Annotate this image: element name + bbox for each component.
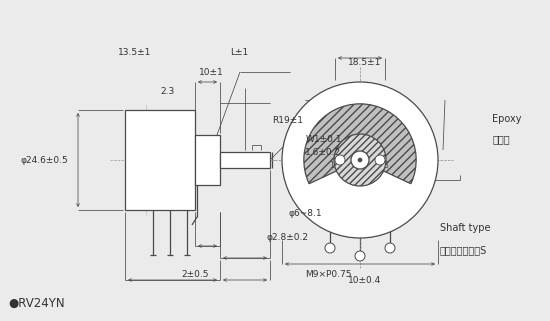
Circle shape	[355, 251, 365, 261]
Text: L±1: L±1	[230, 48, 249, 57]
Text: ●RV24YN: ●RV24YN	[8, 297, 65, 310]
Text: Epoxy: Epoxy	[492, 114, 522, 124]
Circle shape	[335, 155, 345, 165]
Text: 10±1: 10±1	[199, 68, 224, 77]
Text: φ6~8.1: φ6~8.1	[289, 209, 322, 218]
Text: 18.5±1: 18.5±1	[348, 58, 381, 67]
Circle shape	[334, 134, 386, 186]
Text: 1.6±0.2: 1.6±0.2	[305, 148, 342, 157]
Bar	[195, 135, 220, 185]
Text: Shaft type: Shaft type	[440, 223, 491, 233]
Wedge shape	[304, 104, 416, 184]
Text: R19±1: R19±1	[272, 116, 303, 125]
Text: 2±0.5: 2±0.5	[182, 270, 209, 279]
Text: 接着剤: 接着剤	[492, 134, 510, 145]
Bar	[220, 152, 270, 168]
Text: φ2.8±0.2: φ2.8±0.2	[267, 233, 309, 242]
Circle shape	[351, 151, 369, 169]
Text: 2.3: 2.3	[161, 87, 175, 96]
Text: 3: 3	[383, 160, 388, 169]
Text: 1: 1	[329, 160, 334, 169]
Text: W1±0.1: W1±0.1	[305, 135, 342, 144]
Text: φ24.6±0.5: φ24.6±0.5	[21, 156, 69, 165]
Text: 13.5±1: 13.5±1	[118, 48, 151, 57]
Text: M9×P0.75: M9×P0.75	[305, 270, 352, 279]
Circle shape	[375, 155, 385, 165]
Circle shape	[358, 158, 362, 162]
Circle shape	[385, 243, 395, 253]
Circle shape	[282, 82, 438, 238]
Circle shape	[325, 243, 335, 253]
Bar	[125, 110, 195, 210]
Text: 10±0.4: 10±0.4	[348, 276, 381, 285]
Text: シャフト形状：S: シャフト形状：S	[440, 245, 487, 256]
